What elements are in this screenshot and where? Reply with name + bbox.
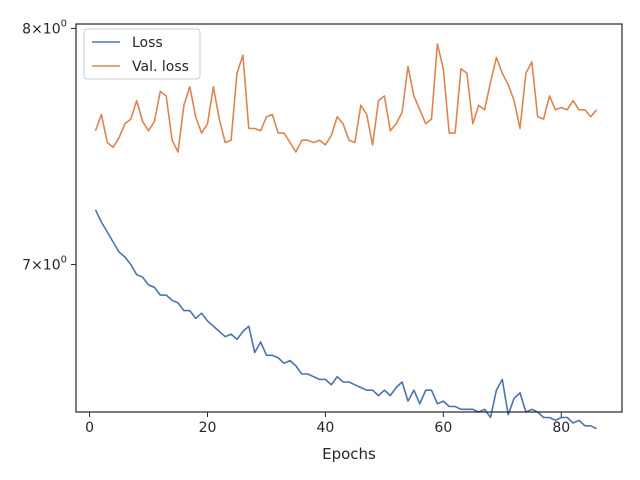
series-line-1 <box>94 209 597 430</box>
x-axis-ticks: 0 20 40 60 80 <box>85 412 570 436</box>
series-line-2 <box>94 43 598 153</box>
x-tick-label: 20 <box>199 420 217 436</box>
legend: Loss Val. loss <box>83 28 201 80</box>
y-tick-label: 8×100 <box>22 18 67 37</box>
plot-frame <box>75 23 623 413</box>
legend-label-1: Loss <box>132 35 163 51</box>
x-tick-label: 80 <box>552 420 570 436</box>
x-tick-label: 60 <box>434 420 452 436</box>
x-axis-label: Epochs <box>322 445 376 463</box>
y-tick-label: 7×100 <box>22 255 67 274</box>
x-tick-label: 40 <box>317 420 335 436</box>
legend-label-2: Val. loss <box>132 59 189 75</box>
plot-area <box>94 43 598 430</box>
x-tick-label: 0 <box>85 420 94 436</box>
y-axis-ticks: 7×100 8×100 <box>22 18 76 274</box>
